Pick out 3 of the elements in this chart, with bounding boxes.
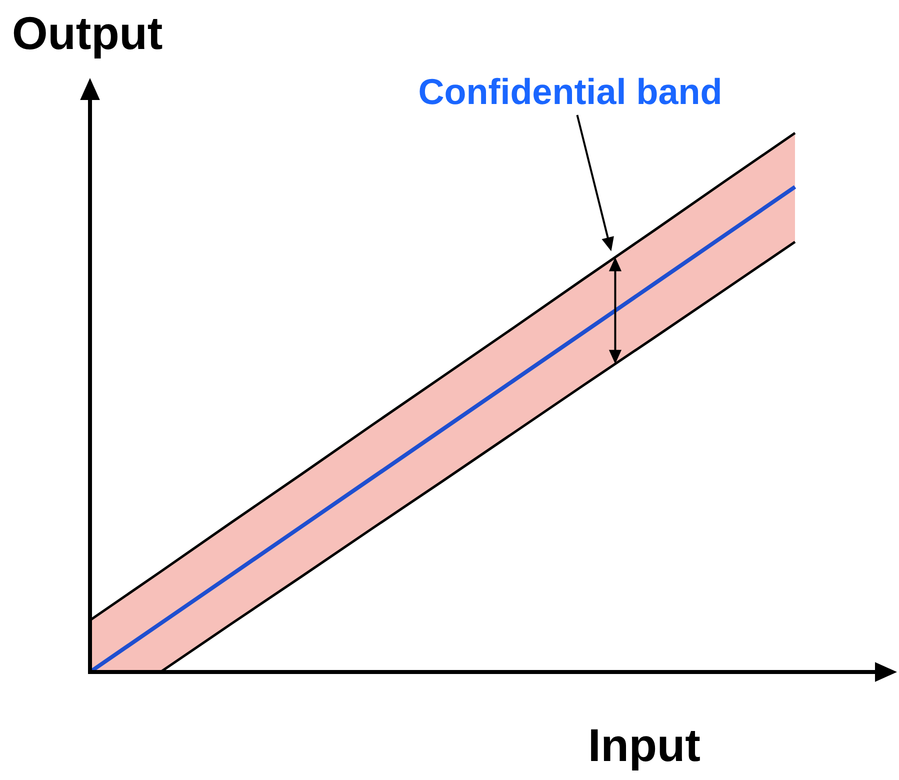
y-axis-title: Output bbox=[12, 7, 163, 59]
x-axis-title: Input bbox=[588, 719, 700, 771]
text: Confidential band bbox=[418, 71, 722, 112]
